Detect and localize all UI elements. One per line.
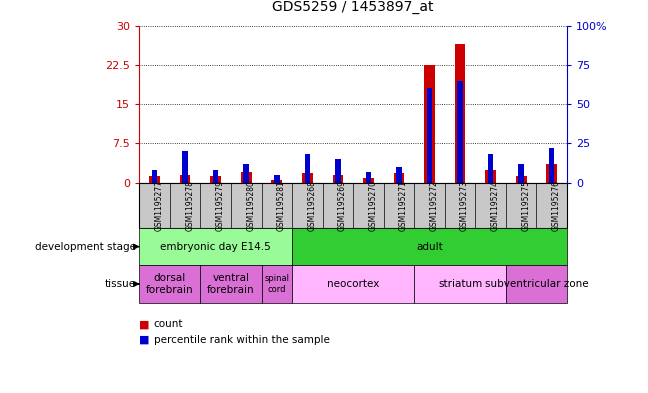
Text: dorsal
forebrain: dorsal forebrain [146,273,194,295]
Bar [393,173,404,183]
Text: GSM1195270: GSM1195270 [369,180,377,231]
Text: ventral
forebrain: ventral forebrain [207,273,255,295]
Bar [332,175,343,183]
Bar [241,172,251,183]
Bar [427,88,432,183]
Text: embryonic day E14.5: embryonic day E14.5 [160,242,271,252]
Bar [546,164,557,183]
Bar [305,154,310,183]
Bar [274,175,279,183]
Bar [518,164,524,183]
Bar [272,180,282,183]
Bar [244,164,249,183]
Text: subventricular zone: subventricular zone [485,279,588,289]
Bar [516,176,527,183]
Text: ■: ■ [139,335,150,345]
Text: percentile rank within the sample: percentile rank within the sample [154,335,329,345]
Text: GSM1195273: GSM1195273 [460,180,469,231]
Bar [424,65,435,183]
Bar [211,176,221,183]
Bar [485,170,496,183]
Bar [213,170,218,183]
Text: GSM1195281: GSM1195281 [277,180,286,231]
Text: development stage: development stage [35,242,136,252]
Bar [152,170,157,183]
Text: spinal
cord: spinal cord [264,274,289,294]
Bar [549,148,555,183]
Bar [179,175,191,183]
Bar [363,178,374,183]
Text: count: count [154,319,183,329]
Text: neocortex: neocortex [327,279,379,289]
Bar [182,151,188,183]
Text: ■: ■ [139,319,150,329]
Bar [488,154,493,183]
Text: GSM1195269: GSM1195269 [338,180,347,231]
Text: GSM1195279: GSM1195279 [216,180,225,231]
Bar [396,167,402,183]
Bar [302,173,313,183]
Bar [365,172,371,183]
Text: GSM1195271: GSM1195271 [399,180,408,231]
Text: tissue: tissue [105,279,136,289]
Text: GSM1195272: GSM1195272 [430,180,439,231]
Text: GSM1195277: GSM1195277 [155,180,163,231]
Bar [455,44,465,183]
Text: GSM1195280: GSM1195280 [246,180,255,231]
Text: GSM1195276: GSM1195276 [551,180,561,231]
Text: adult: adult [416,242,443,252]
Text: striatum: striatum [438,279,482,289]
Bar [149,176,160,183]
Bar [457,81,463,183]
Text: GSM1195274: GSM1195274 [491,180,500,231]
Bar [335,159,341,183]
Text: GDS5259 / 1453897_at: GDS5259 / 1453897_at [272,0,434,14]
Text: GSM1195275: GSM1195275 [521,180,530,231]
Text: GSM1195268: GSM1195268 [307,180,316,231]
Text: GSM1195278: GSM1195278 [185,180,194,231]
